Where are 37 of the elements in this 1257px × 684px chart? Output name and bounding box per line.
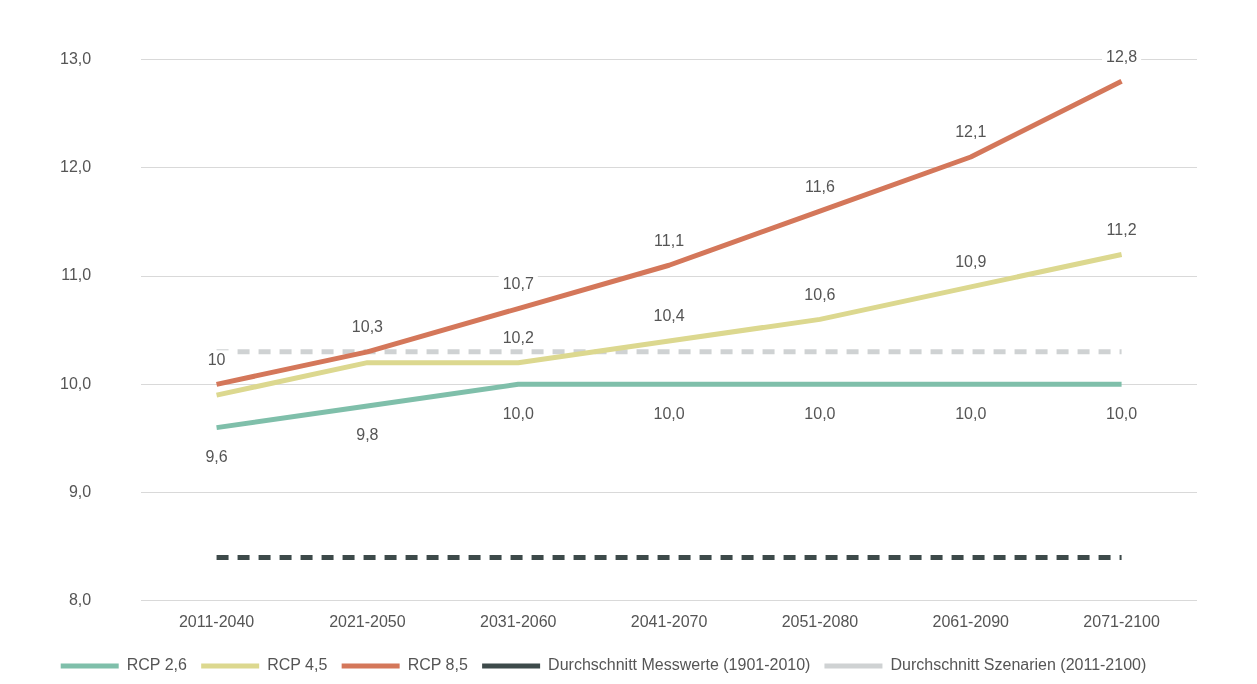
legend-label: RCP 4,5 — [267, 656, 328, 674]
data-label: 11,2 — [1106, 220, 1137, 238]
y-tick-label: 12,0 — [60, 158, 92, 176]
x-tick-label: 2051-2080 — [781, 612, 859, 630]
legend-label: RCP 2,6 — [126, 656, 187, 674]
y-tick-label: 11,0 — [61, 266, 92, 284]
data-label: 10,3 — [351, 318, 384, 336]
data-label: 9,6 — [205, 448, 228, 466]
data-label: 10,0 — [804, 404, 836, 422]
x-tick-label: 2061-2090 — [932, 612, 1010, 630]
data-label: 10 — [207, 350, 226, 368]
data-label: 9,8 — [356, 426, 379, 444]
legend-label: Durchschnitt Messwerte (1901-2010) — [548, 656, 811, 674]
y-tick-label: 9,0 — [68, 482, 92, 500]
x-tick-label: 2031-2060 — [479, 612, 557, 630]
x-tick-label: 2071-2100 — [1083, 612, 1160, 630]
data-label: 10,0 — [502, 404, 534, 422]
y-tick-label: 13,0 — [60, 50, 92, 68]
data-label: 10,4 — [653, 307, 685, 325]
data-label: 10,7 — [502, 274, 534, 292]
data-label: 12,8 — [1106, 47, 1138, 65]
data-label: 12,1 — [955, 123, 987, 141]
legend-label: Durchschnitt Szenarien (2011-2100) — [890, 656, 1147, 674]
data-label: 11,6 — [804, 177, 835, 195]
data-label: 10,6 — [804, 285, 836, 303]
data-label: 10,9 — [955, 253, 987, 271]
x-tick-label: 2011-2040 — [178, 612, 255, 630]
y-tick-label: 10,0 — [60, 374, 92, 392]
legend-label: RCP 8,5 — [407, 656, 468, 674]
data-label: 10,0 — [955, 404, 987, 422]
y-tick-label: 8,0 — [68, 591, 92, 609]
x-tick-label: 2021-2050 — [329, 612, 406, 630]
data-label: 10,0 — [653, 404, 685, 422]
data-label: 10,2 — [502, 329, 534, 347]
data-label: 10,0 — [1106, 404, 1138, 422]
data-label: 11,1 — [654, 231, 685, 249]
x-tick-label: 2041-2070 — [630, 612, 708, 630]
